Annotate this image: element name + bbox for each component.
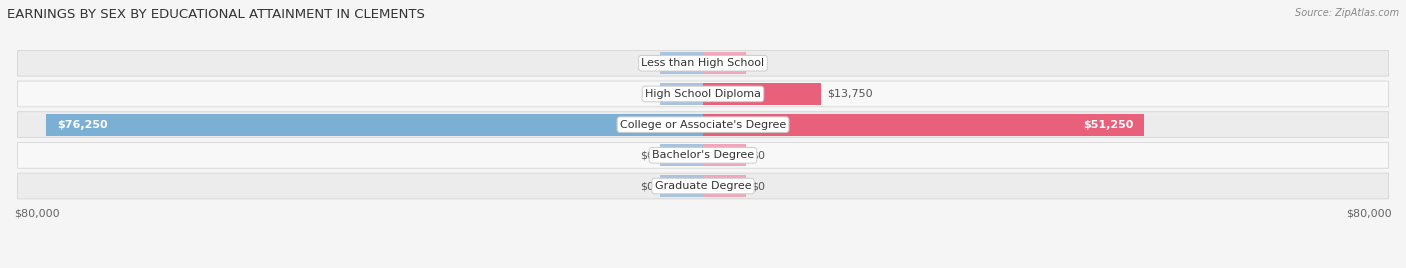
Bar xyxy=(703,114,1144,136)
Text: EARNINGS BY SEX BY EDUCATIONAL ATTAINMENT IN CLEMENTS: EARNINGS BY SEX BY EDUCATIONAL ATTAINMEN… xyxy=(7,8,425,21)
Bar xyxy=(659,175,703,197)
FancyBboxPatch shape xyxy=(17,173,1389,199)
Text: Less than High School: Less than High School xyxy=(641,58,765,68)
Text: Bachelor's Degree: Bachelor's Degree xyxy=(652,150,754,160)
Text: $0: $0 xyxy=(752,58,766,68)
FancyBboxPatch shape xyxy=(17,112,1389,137)
Text: $13,750: $13,750 xyxy=(827,89,873,99)
Bar xyxy=(703,52,747,74)
Text: College or Associate's Degree: College or Associate's Degree xyxy=(620,120,786,130)
FancyBboxPatch shape xyxy=(17,142,1389,168)
Text: $51,250: $51,250 xyxy=(1084,120,1135,130)
Text: $80,000: $80,000 xyxy=(14,208,59,218)
Text: $0: $0 xyxy=(640,181,654,191)
Text: Source: ZipAtlas.com: Source: ZipAtlas.com xyxy=(1295,8,1399,18)
Text: $0: $0 xyxy=(640,150,654,160)
Text: $0: $0 xyxy=(640,89,654,99)
Bar xyxy=(703,83,821,105)
Bar xyxy=(659,52,703,74)
Text: $0: $0 xyxy=(752,181,766,191)
Text: $0: $0 xyxy=(752,150,766,160)
FancyBboxPatch shape xyxy=(17,81,1389,107)
Text: High School Diploma: High School Diploma xyxy=(645,89,761,99)
Bar xyxy=(703,144,747,166)
Text: $80,000: $80,000 xyxy=(1347,208,1392,218)
Bar xyxy=(46,114,703,136)
Bar xyxy=(703,175,747,197)
Text: $0: $0 xyxy=(640,58,654,68)
Text: $76,250: $76,250 xyxy=(56,120,107,130)
FancyBboxPatch shape xyxy=(17,50,1389,76)
Bar xyxy=(659,144,703,166)
Text: Graduate Degree: Graduate Degree xyxy=(655,181,751,191)
Bar xyxy=(659,83,703,105)
